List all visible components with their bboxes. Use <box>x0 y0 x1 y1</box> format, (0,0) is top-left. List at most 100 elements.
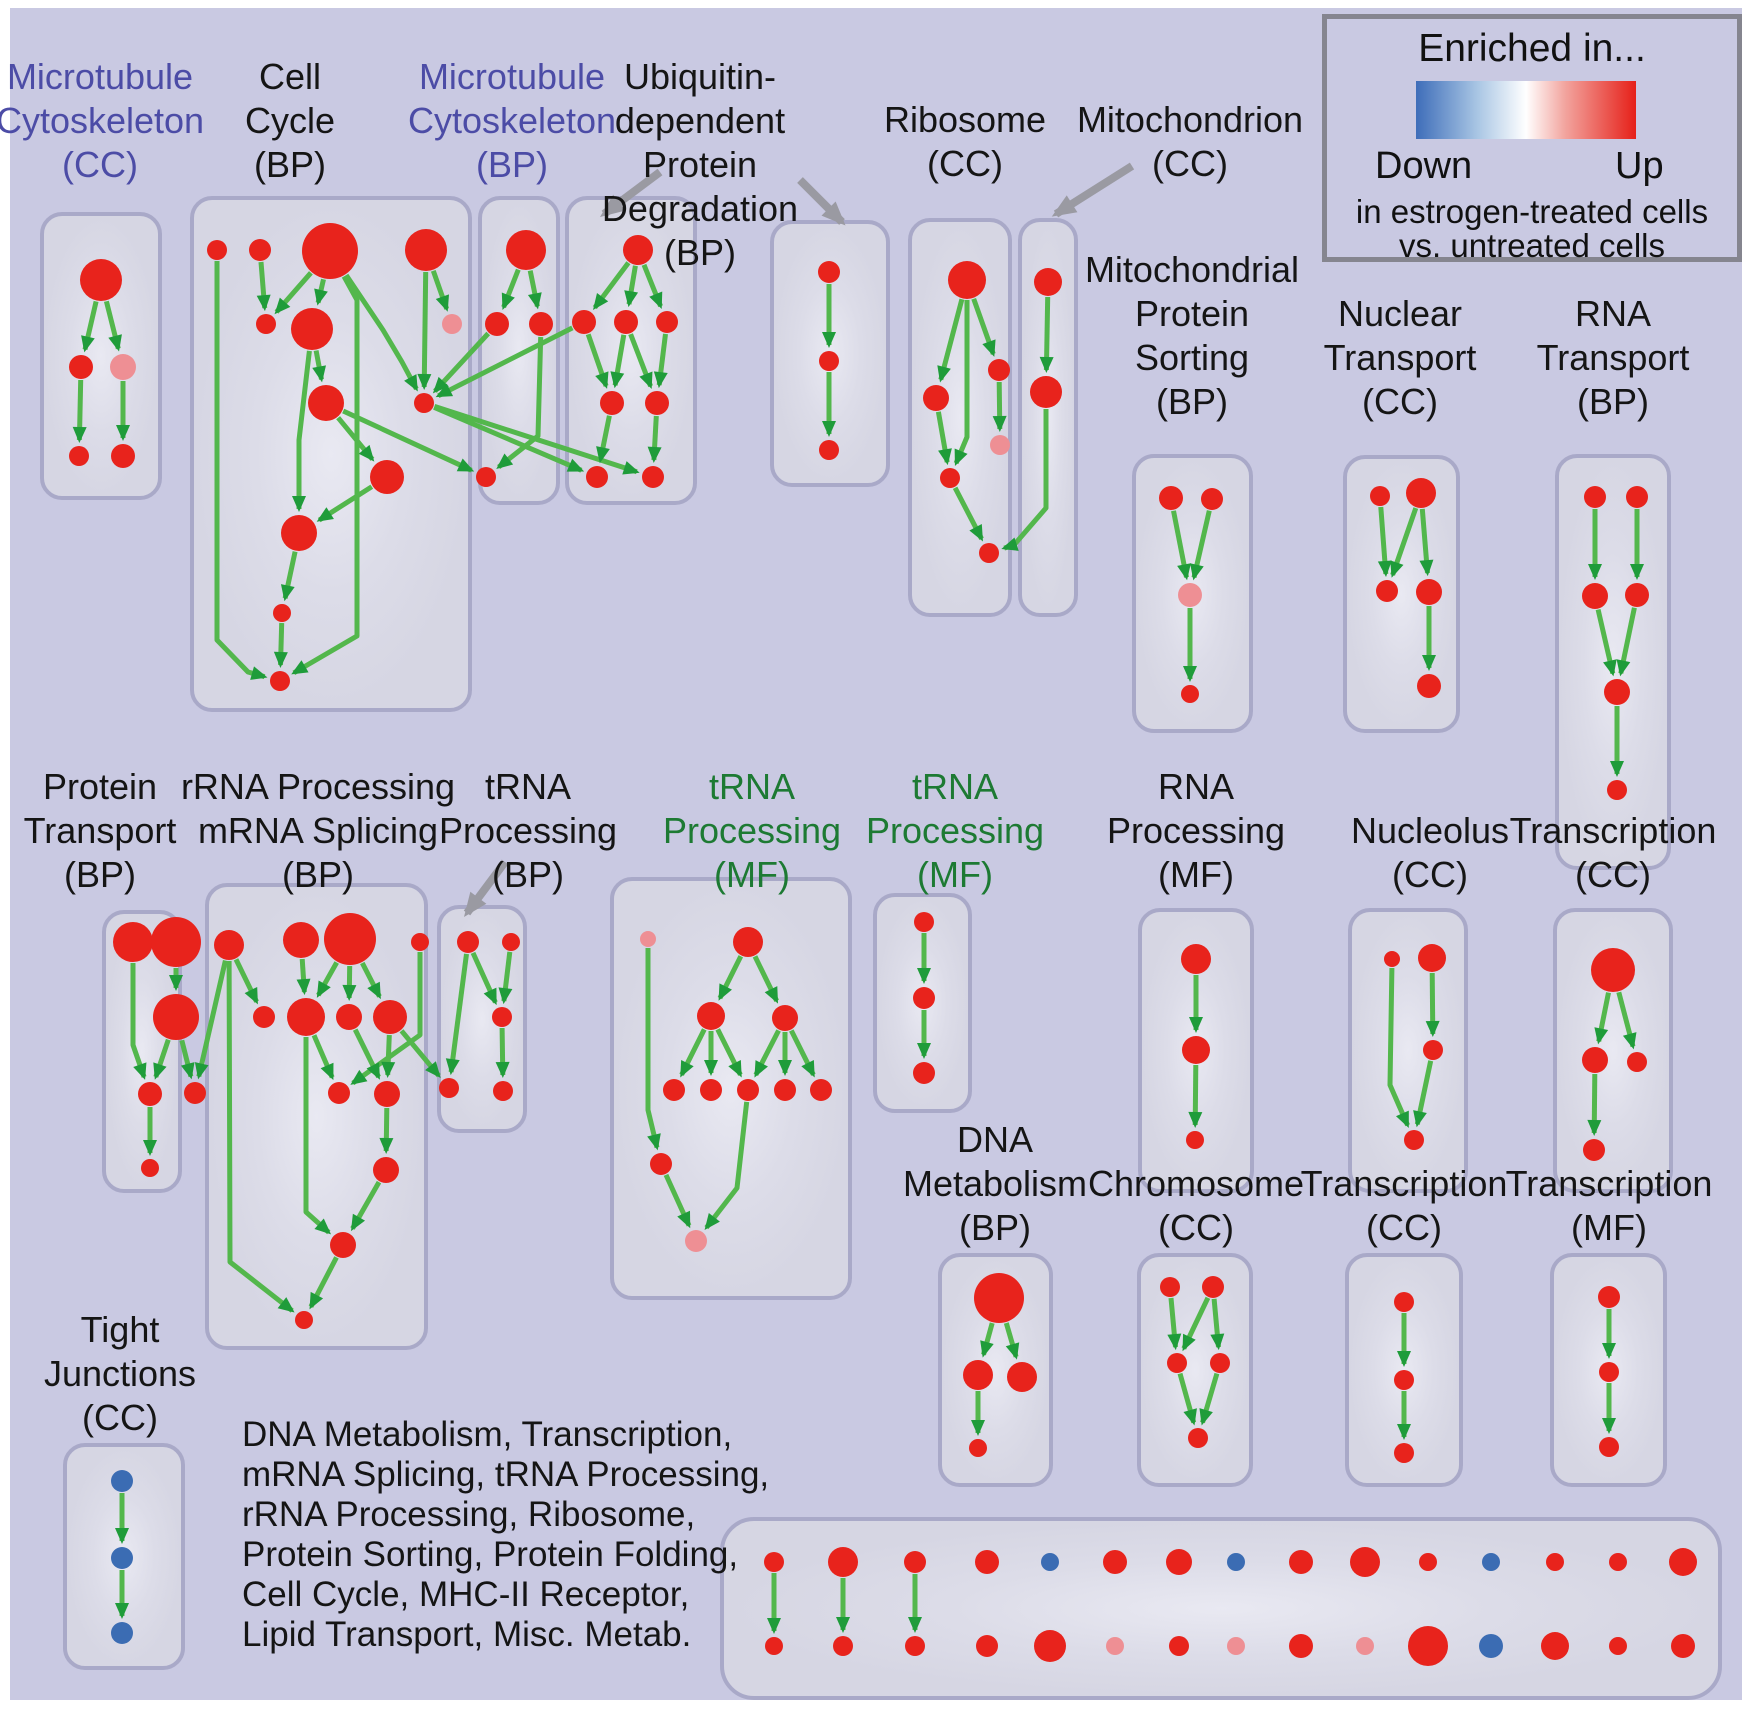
go-term-node-m1[interactable] <box>80 259 122 301</box>
go-term-node-r1[interactable] <box>948 261 986 299</box>
go-term-node-f1[interactable] <box>914 912 934 932</box>
go-term-node-o2[interactable] <box>1030 376 1062 408</box>
go-term-node-g3[interactable] <box>1186 1131 1204 1149</box>
go-term-node-t2[interactable] <box>1626 486 1648 508</box>
go-term-node-x3[interactable] <box>111 1622 133 1644</box>
go-term-node-r5[interactable] <box>940 468 960 488</box>
go-term-node-r6[interactable] <box>979 543 999 563</box>
go-term-node-v2[interactable] <box>819 351 839 371</box>
go-term-node-e1[interactable] <box>640 931 656 947</box>
go-term-node-l2[interactable] <box>1394 1370 1414 1390</box>
go-term-node-r3[interactable] <box>988 359 1010 381</box>
go-term-node-a10[interactable] <box>374 1081 400 1107</box>
go-term-node-j1[interactable] <box>974 1273 1024 1323</box>
go-term-node-a9[interactable] <box>328 1082 350 1104</box>
go-term-node-e10[interactable] <box>650 1153 672 1175</box>
go-term-node-p3[interactable] <box>1178 583 1202 607</box>
go-term-node-t6[interactable] <box>1607 780 1627 800</box>
go-term-node-b4[interactable] <box>476 467 496 487</box>
go-term-node-s3[interactable] <box>904 1551 926 1573</box>
go-term-node-t5[interactable] <box>1604 679 1630 705</box>
go-term-node-z5[interactable] <box>1034 1630 1066 1662</box>
go-term-node-g1[interactable] <box>1181 944 1211 974</box>
go-term-node-c5[interactable] <box>256 314 276 334</box>
go-term-node-c13[interactable] <box>270 671 290 691</box>
go-term-node-n3[interactable] <box>1376 580 1398 602</box>
go-term-node-m3[interactable] <box>110 354 136 380</box>
go-term-node-b3[interactable] <box>529 312 553 336</box>
go-term-node-a6[interactable] <box>287 998 325 1036</box>
go-term-node-u5[interactable] <box>600 391 624 415</box>
go-term-node-w3[interactable] <box>1599 1437 1619 1457</box>
go-term-node-z1[interactable] <box>765 1637 783 1655</box>
go-term-node-x1[interactable] <box>111 1470 133 1492</box>
go-term-node-v3[interactable] <box>819 440 839 460</box>
go-term-node-h3[interactable] <box>1423 1040 1443 1060</box>
go-term-node-s2[interactable] <box>828 1547 858 1577</box>
go-term-node-p1[interactable] <box>1159 486 1183 510</box>
go-term-node-t3[interactable] <box>1582 583 1608 609</box>
go-term-node-s13[interactable] <box>1546 1553 1564 1571</box>
go-term-node-g2[interactable] <box>1182 1036 1210 1064</box>
go-term-node-w1[interactable] <box>1598 1286 1620 1308</box>
go-term-node-t1[interactable] <box>1584 486 1606 508</box>
go-term-node-o1[interactable] <box>1034 268 1062 296</box>
go-term-node-k4[interactable] <box>1210 1353 1230 1373</box>
go-term-node-s12[interactable] <box>1482 1553 1500 1571</box>
go-term-node-d1[interactable] <box>457 931 479 953</box>
go-term-node-p4[interactable] <box>1181 685 1199 703</box>
go-term-node-n4[interactable] <box>1416 579 1442 605</box>
go-term-node-e6[interactable] <box>700 1079 722 1101</box>
go-term-node-s15[interactable] <box>1669 1548 1697 1576</box>
go-term-node-z8[interactable] <box>1227 1637 1245 1655</box>
go-term-node-e5[interactable] <box>663 1079 685 1101</box>
go-term-node-l1[interactable] <box>1394 1292 1414 1312</box>
go-term-node-e2[interactable] <box>733 927 763 957</box>
go-term-node-z3[interactable] <box>905 1636 925 1656</box>
go-term-node-u1[interactable] <box>623 235 653 265</box>
go-term-node-c8[interactable] <box>308 385 344 421</box>
go-term-node-e4[interactable] <box>772 1005 798 1031</box>
go-term-node-a7[interactable] <box>336 1004 362 1030</box>
go-term-node-l3[interactable] <box>1394 1443 1414 1463</box>
go-term-node-z10[interactable] <box>1356 1637 1374 1655</box>
go-term-node-c2[interactable] <box>249 239 271 261</box>
go-term-node-b1[interactable] <box>506 230 546 270</box>
go-term-node-q5[interactable] <box>184 1082 206 1104</box>
go-term-node-q3[interactable] <box>153 994 199 1040</box>
go-term-node-s9[interactable] <box>1289 1550 1313 1574</box>
go-term-node-z13[interactable] <box>1541 1632 1569 1660</box>
go-term-node-i1[interactable] <box>1591 948 1635 992</box>
go-term-node-s1[interactable] <box>764 1552 784 1572</box>
go-term-node-z4[interactable] <box>976 1635 998 1657</box>
go-term-node-c10[interactable] <box>370 460 404 494</box>
go-term-node-v1[interactable] <box>818 261 840 283</box>
go-term-node-e8[interactable] <box>774 1079 796 1101</box>
go-term-node-u3[interactable] <box>614 310 638 334</box>
go-term-node-j2[interactable] <box>963 1360 993 1390</box>
go-term-node-a12[interactable] <box>330 1232 356 1258</box>
go-term-node-a4[interactable] <box>411 933 429 951</box>
go-term-node-k3[interactable] <box>1167 1353 1187 1373</box>
go-term-node-u4[interactable] <box>656 311 678 333</box>
go-term-node-r2[interactable] <box>923 385 949 411</box>
go-term-node-i4[interactable] <box>1583 1139 1605 1161</box>
go-term-node-a5[interactable] <box>253 1006 275 1028</box>
go-term-node-u8[interactable] <box>642 466 664 488</box>
go-term-node-q1[interactable] <box>113 922 153 962</box>
go-term-node-c12[interactable] <box>273 604 291 622</box>
go-term-node-h1[interactable] <box>1384 951 1400 967</box>
go-term-node-c3[interactable] <box>302 223 358 279</box>
go-term-node-d4[interactable] <box>439 1078 459 1098</box>
go-term-node-s7[interactable] <box>1166 1549 1192 1575</box>
go-term-node-e7[interactable] <box>737 1079 759 1101</box>
go-term-node-n1[interactable] <box>1370 486 1390 506</box>
go-term-node-m5[interactable] <box>111 444 135 468</box>
go-term-node-e11[interactable] <box>685 1230 707 1252</box>
go-term-node-n5[interactable] <box>1417 674 1441 698</box>
go-term-node-u6[interactable] <box>645 391 669 415</box>
go-term-node-z7[interactable] <box>1169 1636 1189 1656</box>
go-term-node-c1[interactable] <box>207 240 227 260</box>
go-term-node-q2[interactable] <box>151 917 201 967</box>
go-term-node-m4[interactable] <box>69 446 89 466</box>
